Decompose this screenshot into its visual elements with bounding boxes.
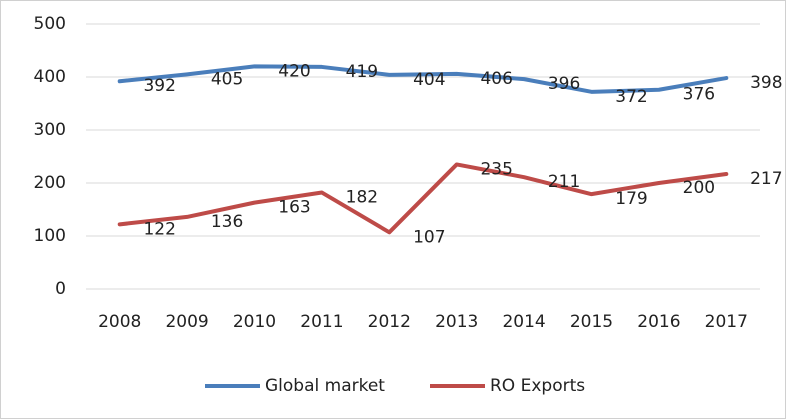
x-tick-label: 2009 (165, 312, 208, 332)
data-label: 107 (413, 227, 445, 247)
x-tick-label: 2014 (502, 312, 545, 332)
data-label: 420 (278, 61, 310, 81)
data-label: 372 (615, 87, 647, 107)
line-series (117, 64, 729, 94)
data-label: 398 (750, 73, 782, 93)
x-tick-label: 2017 (705, 312, 748, 332)
legend-label: RO Exports (490, 376, 585, 396)
x-tick-label: 2010 (233, 312, 276, 332)
y-tick-label: 200 (34, 173, 66, 193)
x-tick-label: 2016 (637, 312, 680, 332)
data-label: 182 (346, 188, 378, 208)
data-label: 235 (480, 159, 512, 179)
data-label: 392 (143, 76, 175, 96)
line-series (117, 162, 729, 235)
data-label: 211 (548, 172, 580, 192)
data-label: 406 (480, 69, 512, 89)
y-tick-label: 500 (34, 14, 66, 34)
y-tick-label: 400 (34, 67, 66, 87)
data-label: 200 (683, 178, 715, 198)
data-label: 404 (413, 70, 445, 90)
data-label: 136 (211, 212, 243, 232)
legend-label: Global market (265, 376, 385, 396)
y-tick-label: 0 (55, 279, 66, 299)
x-tick-label: 2008 (98, 312, 141, 332)
data-label: 217 (750, 169, 782, 189)
x-tick-label: 2015 (570, 312, 613, 332)
data-label: 179 (615, 189, 647, 209)
data-label: 405 (211, 69, 243, 89)
y-tick-label: 100 (34, 226, 66, 246)
x-tick-label: 2011 (300, 312, 343, 332)
x-tick-label: 2012 (368, 312, 411, 332)
y-tick-label: 300 (34, 120, 66, 140)
data-label: 376 (683, 85, 715, 105)
data-label: 163 (278, 198, 310, 218)
data-label: 419 (346, 62, 378, 82)
data-label: 122 (143, 219, 175, 239)
data-label: 396 (548, 74, 580, 94)
x-tick-label: 2013 (435, 312, 478, 332)
